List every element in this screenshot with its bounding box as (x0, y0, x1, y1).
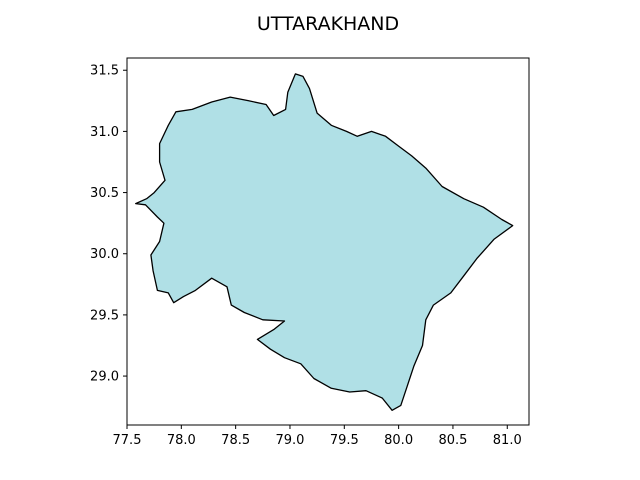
y-tick-label: 29.0 (90, 370, 119, 385)
uttarakhand-region (135, 73, 514, 411)
y-tick-label: 29.5 (90, 308, 119, 323)
y-tick-label: 30.0 (90, 247, 119, 262)
y-tick-label: 31.0 (90, 125, 119, 140)
x-tick-label: 80.5 (438, 433, 467, 448)
y-tick-label: 30.5 (90, 186, 119, 201)
x-tick-label: 78.0 (167, 433, 196, 448)
x-axis: 77.5 78.0 78.5 79.0 79.5 80.0 80.5 81.0 (113, 425, 522, 448)
axes-frame (126, 57, 530, 426)
x-tick-label: 80.0 (384, 433, 413, 448)
x-tick-label: 77.5 (113, 433, 142, 448)
x-tick-label: 81.0 (493, 433, 522, 448)
y-tick-label: 31.5 (90, 64, 119, 79)
plot-area (135, 73, 514, 411)
y-axis: 29.0 29.5 30.0 30.5 31.0 31.5 (90, 64, 127, 385)
x-tick-label: 79.0 (275, 433, 304, 448)
map-title: UTTARAKHAND (257, 13, 399, 35)
x-tick-label: 78.5 (221, 433, 250, 448)
x-tick-label: 79.5 (330, 433, 359, 448)
